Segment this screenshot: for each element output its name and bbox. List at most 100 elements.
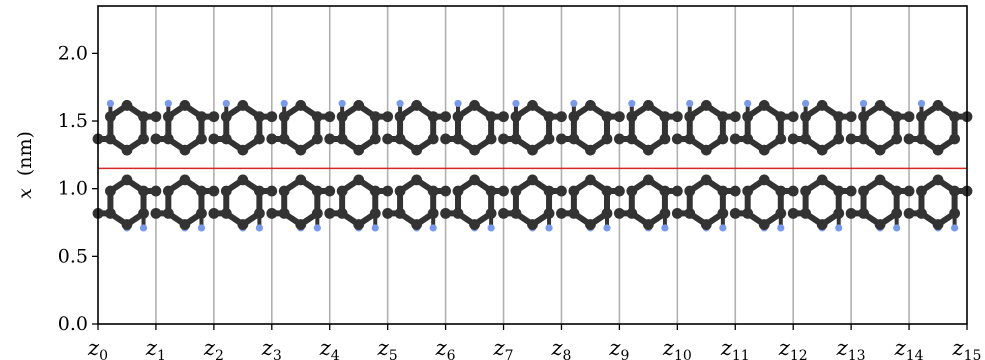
carbon-atom: [527, 144, 538, 156]
carbon-atom: [845, 207, 857, 219]
carbon-atom: [556, 133, 567, 145]
x-tick-label-subscript: 12: [790, 348, 808, 360]
hydrogen-atom: [429, 224, 437, 232]
carbon-atom: [858, 207, 869, 219]
carbon-atom: [427, 133, 439, 145]
carbon-atom: [671, 185, 683, 197]
carbon-atom: [556, 207, 567, 219]
carbon-atom: [382, 111, 394, 123]
carbon-atom: [394, 133, 406, 145]
carbon-atom: [278, 185, 290, 197]
hydrogen-atom: [859, 99, 868, 108]
carbon-atom: [700, 219, 712, 230]
hydrogen-atom: [454, 99, 462, 108]
carbon-atom: [485, 185, 497, 197]
carbon-atom: [642, 174, 654, 186]
hydrogen-atom: [802, 99, 810, 108]
carbon-atom: [253, 207, 265, 219]
carbon-atom: [295, 174, 307, 186]
x-tick-label-subscript: 11: [732, 348, 750, 360]
carbon-atom: [266, 133, 278, 145]
carbon-atom: [800, 185, 812, 197]
carbon-atom: [278, 207, 290, 219]
carbon-atom: [411, 144, 423, 156]
x-tick-label-variable: z: [435, 336, 448, 360]
carbon-atom: [121, 144, 133, 156]
carbon-atom: [498, 133, 509, 145]
y-tick-label: 0.5: [58, 245, 88, 267]
carbon-atom: [324, 185, 336, 197]
carbon-atom: [452, 133, 464, 145]
carbon-atom: [568, 133, 580, 145]
hydrogen-atom: [222, 99, 230, 108]
carbon-atom: [787, 133, 799, 145]
hydrogen-atom: [487, 224, 495, 232]
carbon-atom: [568, 185, 580, 197]
carbon-atom: [324, 111, 336, 123]
x-tick-label-subscript: 4: [331, 348, 340, 360]
carbon-atom: [684, 185, 696, 197]
carbon-atom: [427, 207, 439, 219]
x-tick-label: z8: [550, 336, 571, 360]
carbon-atom: [266, 207, 278, 219]
carbon-atom: [336, 111, 348, 123]
carbon-atom: [253, 185, 265, 197]
x-tick-label-subscript: 0: [99, 348, 108, 360]
carbon-atom: [394, 185, 406, 197]
hydrogen-atom: [106, 99, 115, 108]
carbon-atom: [700, 100, 712, 111]
carbon-atom: [932, 100, 944, 111]
carbon-atom: [845, 185, 857, 197]
x-tick-label: z3: [261, 336, 282, 360]
x-tick-label-subscript: 14: [906, 348, 924, 360]
carbon-atom: [485, 111, 497, 123]
x-tick-label-variable: z: [493, 336, 506, 360]
carbon-atom: [469, 219, 480, 230]
carbon-atom: [510, 207, 522, 219]
hydrogen-atom: [570, 99, 578, 108]
carbon-atom: [601, 185, 613, 197]
atoms: [92, 99, 973, 232]
carbon-atom: [903, 185, 915, 197]
carbon-atom: [138, 111, 149, 123]
hydrogen-atom: [313, 224, 321, 232]
carbon-atom: [138, 133, 149, 145]
y-tick-label: 2.0: [58, 42, 88, 64]
x-tick-label: z6: [435, 336, 456, 360]
carbon-atom: [498, 185, 509, 197]
hydrogen-atom: [917, 99, 926, 108]
carbon-atom: [742, 207, 754, 219]
carbon-atom: [949, 133, 960, 145]
carbon-atom: [758, 100, 770, 111]
carbon-atom: [903, 207, 915, 219]
carbon-atom: [874, 100, 886, 111]
carbon-atom: [787, 185, 799, 197]
carbon-atom: [775, 111, 787, 123]
carbon-atom: [179, 174, 191, 186]
carbon-atom: [208, 207, 220, 219]
x-tick-label: z14: [894, 336, 924, 360]
carbon-atom: [179, 144, 191, 156]
carbon-atom: [510, 185, 522, 197]
carbon-atom: [891, 133, 903, 145]
carbon-atom: [369, 133, 381, 145]
carbon-atom: [510, 111, 522, 123]
carbon-atom: [138, 185, 149, 197]
carbon-atom: [369, 111, 381, 123]
x-tick-label-variable: z: [319, 336, 332, 360]
x-tick-label-subscript: 2: [215, 348, 224, 360]
carbon-atom: [729, 111, 741, 123]
carbon-atom: [179, 219, 191, 230]
x-tick-label-subscript: 13: [848, 348, 866, 360]
carbon-atom: [196, 185, 207, 197]
carbon-atom: [295, 144, 307, 156]
carbon-atom: [324, 133, 336, 145]
carbon-atom: [138, 207, 149, 219]
carbon-atom: [891, 207, 903, 219]
x-tick-label-variable: z: [550, 336, 563, 360]
carbon-atom: [949, 111, 960, 123]
carbon-atom: [742, 133, 754, 145]
x-tick-label: z9: [608, 336, 629, 360]
x-tick-label: z4: [319, 336, 340, 360]
carbon-atom: [642, 219, 654, 230]
